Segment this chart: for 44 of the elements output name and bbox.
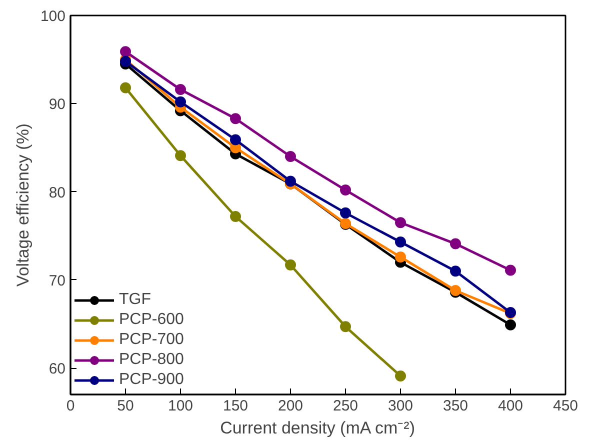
legend-label: TGF xyxy=(119,291,151,309)
point xyxy=(340,207,351,218)
point xyxy=(285,176,296,187)
x-tick-label: 300 xyxy=(388,398,414,414)
y-tick-label: 90 xyxy=(48,96,66,114)
legend-label: PCP-900 xyxy=(119,371,184,389)
point xyxy=(120,46,131,58)
x-tick-label: 50 xyxy=(117,398,134,414)
point xyxy=(340,184,351,196)
x-tick-label: 400 xyxy=(498,398,524,414)
point xyxy=(395,236,406,248)
y-tick-label: 70 xyxy=(48,272,66,290)
x-tick-label: 250 xyxy=(332,398,358,414)
y-tick-label: 60 xyxy=(48,360,66,378)
x-axis-title: Current density (mA cm⁻²) xyxy=(220,418,416,438)
legend-label: PCP-700 xyxy=(119,331,184,349)
point xyxy=(230,113,241,124)
y-tick-label: 100 xyxy=(40,8,66,25)
y-tick-label: 80 xyxy=(48,184,66,202)
point xyxy=(175,150,186,162)
point xyxy=(505,319,516,330)
point xyxy=(175,84,186,96)
point xyxy=(340,321,351,332)
point xyxy=(120,82,131,94)
legend-label: PCP-800 xyxy=(119,351,184,369)
x-tick-label: 200 xyxy=(278,398,304,414)
x-tick-label: 450 xyxy=(552,398,578,414)
x-tick-label: 100 xyxy=(168,398,194,414)
point xyxy=(175,96,186,108)
x-tick-label: 0 xyxy=(66,398,75,414)
point xyxy=(505,264,516,276)
point xyxy=(395,217,406,228)
point xyxy=(395,252,406,262)
y-axis-title: Voltage efficiency (%) xyxy=(13,123,32,287)
point xyxy=(450,266,461,277)
point xyxy=(285,259,296,270)
point xyxy=(230,210,241,222)
legend-label: PCP-600 xyxy=(119,311,184,329)
point xyxy=(450,238,461,250)
point xyxy=(285,151,296,162)
x-tick-label: 350 xyxy=(442,398,468,414)
x-tick-label: 150 xyxy=(222,398,248,414)
point xyxy=(395,370,406,382)
point xyxy=(230,134,241,146)
